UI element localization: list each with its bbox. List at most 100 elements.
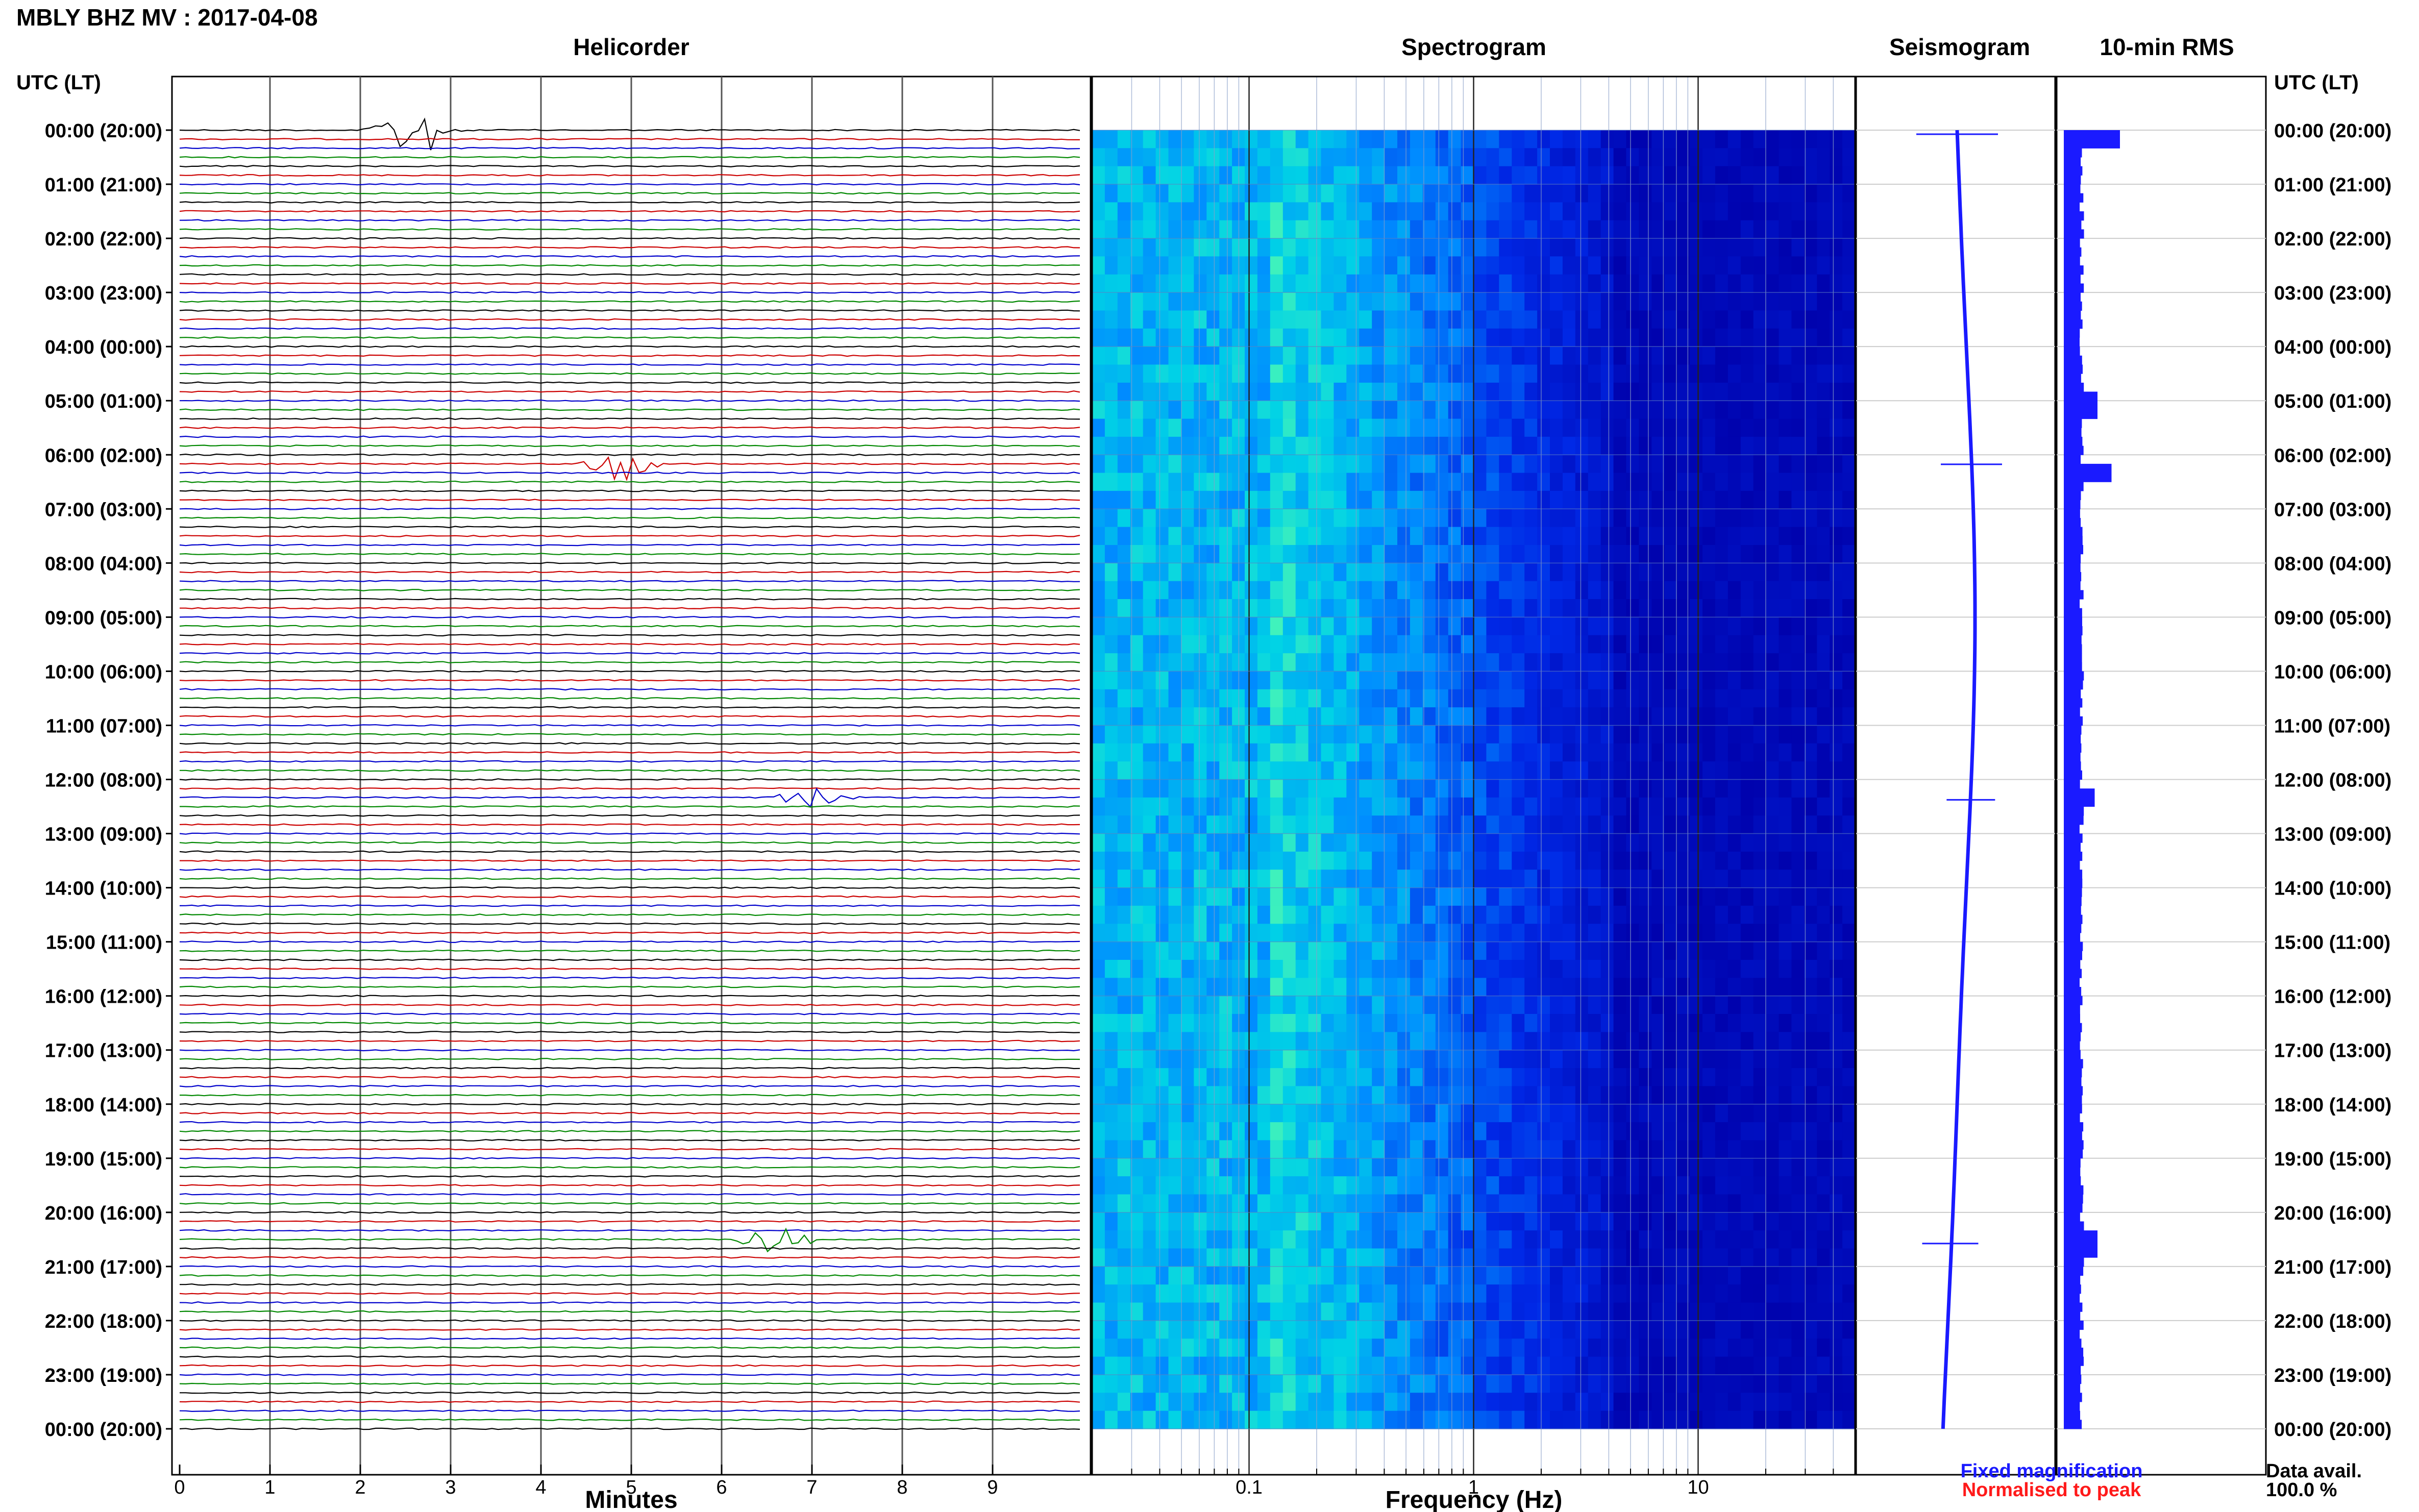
spectrogram-cell — [1410, 1086, 1423, 1105]
spectrogram-cell — [1830, 545, 1843, 563]
spectrogram-cell — [1308, 815, 1322, 834]
spectrogram-cell — [1245, 418, 1258, 437]
spectrogram-cell — [1626, 725, 1639, 744]
spectrogram-cell — [1270, 509, 1283, 528]
spectrogram-cell — [1397, 833, 1411, 852]
spectrogram-cell — [1727, 563, 1741, 582]
rms-bar — [2064, 951, 2082, 960]
spectrogram-cell — [1766, 797, 1780, 816]
spectrogram-cell — [1346, 256, 1360, 275]
spectrogram-cell — [1473, 436, 1487, 455]
spectrogram-cell — [1397, 473, 1411, 491]
spectrogram-cell — [1715, 743, 1729, 762]
spectrogram-cell — [1385, 148, 1398, 167]
spectrogram-cell — [1194, 635, 1207, 654]
spectrogram-cell — [1385, 725, 1398, 744]
spectrogram-cell — [1155, 545, 1169, 563]
spectrogram-cell — [1690, 346, 1703, 365]
spectrogram-cell — [1308, 256, 1322, 275]
spectrogram-cell — [1270, 292, 1283, 311]
spectrogram-cell — [1194, 256, 1207, 275]
spectrogram-cell — [1524, 1266, 1538, 1285]
spectrogram-cell — [1766, 833, 1780, 852]
spectrogram-cell — [1245, 870, 1258, 888]
spectrogram-cell — [1626, 1104, 1639, 1123]
spectrogram-cell — [1257, 346, 1271, 365]
spectrogram-cell — [1346, 202, 1360, 221]
spectrogram-cell — [1321, 292, 1334, 311]
spectrogram-cell — [1257, 1266, 1271, 1285]
spectrogram-cell — [1385, 1086, 1398, 1105]
spectrogram-cell — [1270, 455, 1283, 474]
helicorder-trace-line — [179, 968, 1080, 971]
spectrogram-cell — [1499, 1014, 1512, 1032]
spectrogram-cell — [1282, 1339, 1296, 1357]
spectrogram-cell — [1473, 184, 1487, 203]
spectrogram-cell — [1486, 1068, 1499, 1086]
spectrogram-cell — [1804, 833, 1817, 852]
spectrogram-cell — [1219, 797, 1232, 816]
spectrogram-cell — [1613, 148, 1627, 167]
spectrogram-cell — [1194, 545, 1207, 563]
spectrogram-cell — [1359, 202, 1372, 221]
spectrogram-cell — [1702, 382, 1716, 401]
spectrogram-cell — [1181, 509, 1194, 528]
spectrogram-cell — [1842, 815, 1855, 834]
spectrogram-cell — [1537, 1393, 1550, 1411]
spectrogram-cell — [1448, 473, 1462, 491]
spectrogram-cell — [1690, 274, 1703, 293]
spectrogram-cell — [1155, 1230, 1169, 1249]
spectrogram-cell — [1715, 238, 1729, 257]
spectrogram-cell — [1562, 1140, 1576, 1159]
helicorder-trace-line — [179, 670, 1080, 673]
spectrogram-cell — [1181, 1014, 1194, 1032]
spectrogram-cell — [1372, 1086, 1385, 1105]
spectrogram-cell — [1155, 887, 1169, 906]
helicorder-trace-line — [179, 372, 1080, 375]
spectrogram-cell — [1117, 509, 1131, 528]
spectrogram-cell — [1690, 635, 1703, 654]
spectrogram-cell — [1524, 1248, 1538, 1267]
spectrogram-cell — [1600, 545, 1614, 563]
spectrogram-cell — [1779, 635, 1792, 654]
spectrogram-cell — [1219, 436, 1232, 455]
spectrogram-cell — [1575, 184, 1589, 203]
spectrogram-cell — [1664, 707, 1677, 726]
spectrogram-cell — [1410, 1212, 1423, 1231]
spectrogram-cell — [1334, 924, 1347, 943]
spectrogram-cell — [1422, 941, 1436, 960]
spectrogram-cell — [1499, 797, 1512, 816]
spectrogram-cell — [1372, 1339, 1385, 1357]
spectrogram-cell — [1461, 401, 1474, 419]
helicorder-trace-line — [179, 456, 1080, 482]
spectrogram-cell — [1651, 473, 1665, 491]
spectrogram-cell — [1727, 653, 1741, 672]
spectrogram-cell — [1117, 761, 1131, 780]
spectrogram-cell — [1270, 870, 1283, 888]
spectrogram-cell — [1245, 905, 1258, 924]
spectrogram-cell — [1219, 148, 1232, 167]
spectrogram-cell — [1588, 1248, 1601, 1267]
spectrogram-cell — [1575, 761, 1589, 780]
spectrogram-cell — [1842, 1194, 1855, 1213]
spectrogram-cell — [1206, 743, 1220, 762]
spectrogram-cell — [1473, 1032, 1487, 1051]
spectrogram-cell — [1791, 1140, 1805, 1159]
helicorder-trace-line — [180, 859, 1080, 862]
spectrogram-cell — [1779, 490, 1792, 509]
spectrogram-cell — [1499, 1140, 1512, 1159]
spectrogram-cell — [1512, 148, 1525, 167]
spectrogram-cell — [1613, 436, 1627, 455]
spectrogram-cell — [1104, 797, 1118, 816]
spectrogram-cell — [1740, 1266, 1754, 1285]
spectrogram-cell — [1435, 130, 1449, 148]
spectrogram-cell — [1104, 1248, 1118, 1267]
spectrogram-cell — [1473, 797, 1487, 816]
helicorder-trace-line — [179, 625, 1080, 628]
spectrogram-cell — [1334, 1176, 1347, 1195]
spectrogram-cell — [1512, 1104, 1525, 1123]
spectrogram-cell — [1791, 490, 1805, 509]
spectrogram-cell — [1092, 1375, 1105, 1393]
spectrogram-cell — [1512, 455, 1525, 474]
spectrogram-cell — [1181, 833, 1194, 852]
